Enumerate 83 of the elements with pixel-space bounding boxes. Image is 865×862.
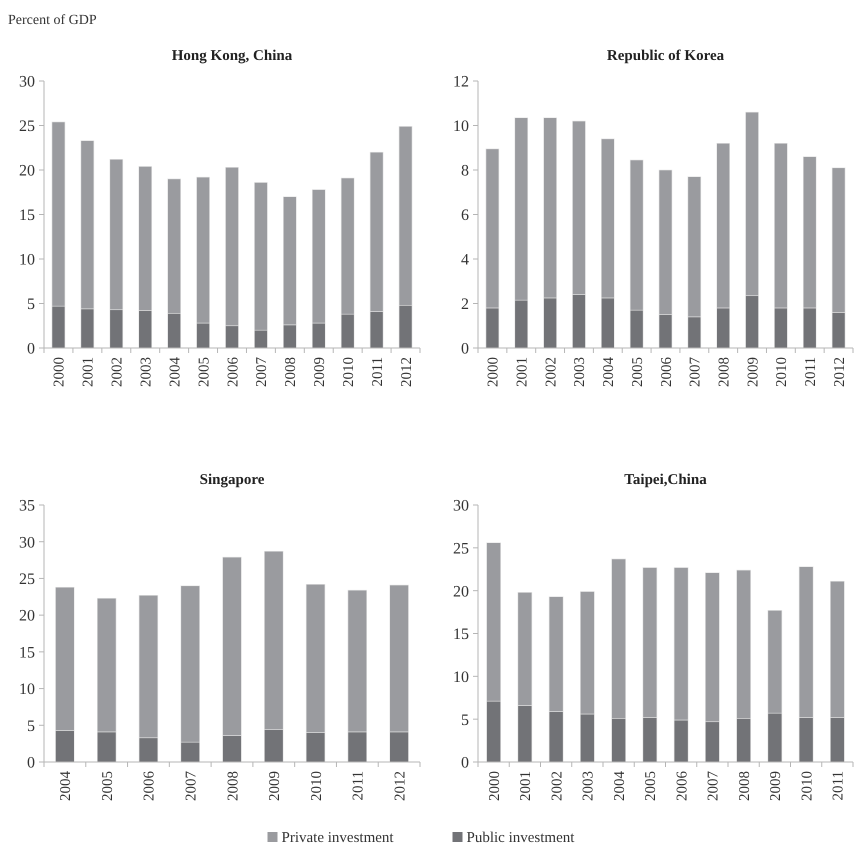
y-tick-label: 30 [19,74,35,91]
y-tick-label: 30 [19,534,35,552]
y-tick-label: 10 [19,681,35,698]
x-tick-label: 2003 [138,357,154,387]
x-tick-label: 2011 [350,771,367,800]
x-tick-label: 2009 [768,771,784,801]
chart-title: Singapore [200,472,265,488]
y-tick-label: 0 [461,340,469,358]
x-tick-label: 2003 [580,771,597,801]
y-tick-label: 35 [19,498,35,515]
y-tick-label: 0 [27,754,35,772]
x-tick-label: 2005 [196,357,212,387]
x-tick-label: 2001 [518,771,534,801]
x-tick-label: 2000 [52,357,68,387]
y-tick-label: 30 [453,498,469,515]
y-tick-label: 25 [19,118,35,136]
y-tick-label: 10 [19,252,35,269]
y-tick-label: 5 [27,718,35,735]
x-tick-label: 2006 [658,356,675,387]
x-tick-label: 2012 [398,357,415,387]
x-tick-label: 2003 [572,357,588,387]
x-tick-label: 2011 [370,357,386,386]
x-tick-label: 2012 [832,357,848,387]
chart-title: Republic of Korea [606,48,725,64]
x-tick-label: 2004 [58,770,74,801]
x-tick-label: 2009 [312,357,328,387]
x-tick-label: 2004 [612,770,628,801]
x-tick-label: 2009 [267,771,284,801]
y-tick-label: 15 [19,207,35,224]
x-tick-label: 2000 [486,357,502,387]
chart-title: Taipei,China [624,472,708,488]
x-tick-label: 2007 [183,770,200,801]
y-tick-label: 8 [461,162,469,180]
x-tick-label: 2008 [736,771,753,801]
x-tick-label: 2008 [225,771,242,801]
y-tick-label: 20 [19,608,35,625]
x-tick-label: 2006 [142,770,158,801]
x-tick-label: 2011 [830,771,847,800]
y-tick-label: 20 [453,583,469,600]
y-tick-label: 15 [453,626,469,644]
y-tick-label: 0 [27,340,35,358]
x-tick-label: 2011 [802,357,819,386]
y-tick-label: 0 [461,754,469,772]
x-tick-label: 2007 [254,356,270,387]
y-tick-label: 2 [461,296,469,314]
x-tick-label: 2001 [514,357,531,387]
x-tick-label: 2010 [774,357,790,387]
x-tick-label: 2005 [630,357,646,387]
y-tick-label: 12 [453,74,469,91]
chart-title: Hong Kong, China [172,48,293,64]
y-tick-label: 25 [453,540,469,558]
y-tick-label: 10 [453,668,469,686]
y-tick-label: 15 [19,644,35,662]
x-tick-label: 2007 [688,356,704,387]
y-tick-label: 4 [461,252,469,269]
y-tick-label: 5 [27,296,35,314]
legend-label: Private investment [282,830,394,846]
legend-label: Public investment [466,830,576,846]
x-tick-label: 2008 [283,357,300,387]
y-tick-label: 20 [19,162,35,180]
x-tick-label: 2002 [110,357,126,387]
x-tick-label: 2010 [340,357,357,387]
x-tick-label: 2002 [549,771,566,801]
x-tick-label: 2010 [799,771,816,801]
x-tick-label: 2007 [706,770,722,801]
x-tick-label: 2010 [308,771,325,801]
y-tick-label: 6 [461,207,469,224]
x-tick-label: 2012 [392,771,408,801]
x-tick-label: 2002 [543,357,560,387]
y-tick-label: 10 [453,118,469,136]
x-tick-label: 2008 [716,357,732,387]
x-tick-label: 2006 [225,356,242,387]
y-axis-title: Percent of GDP [8,13,97,28]
x-tick-label: 2004 [601,356,618,387]
x-tick-label: 2001 [80,357,97,387]
y-tick-label: 25 [19,571,35,588]
x-tick-label: 2009 [745,357,762,387]
x-tick-label: 2005 [643,771,660,801]
x-tick-label: 2000 [486,771,503,801]
y-tick-label: 5 [461,712,469,729]
x-tick-label: 2006 [674,770,690,801]
x-tick-label: 2005 [100,771,116,801]
x-tick-label: 2004 [167,356,184,387]
